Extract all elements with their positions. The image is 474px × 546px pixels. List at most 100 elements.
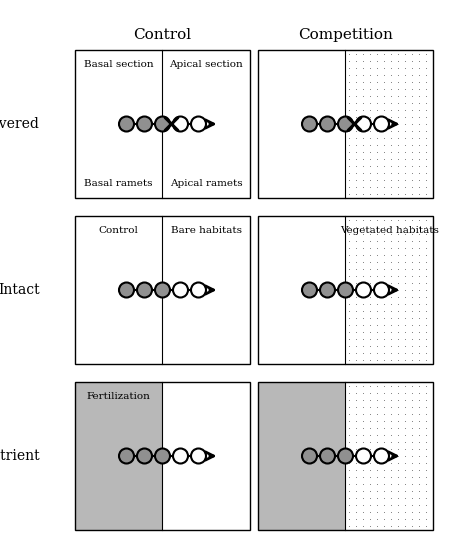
- Point: [388, 328, 395, 336]
- Point: [381, 452, 388, 460]
- Point: [367, 410, 374, 418]
- Point: [367, 105, 374, 114]
- Point: [388, 459, 395, 467]
- Point: [374, 515, 381, 524]
- Point: [353, 112, 360, 121]
- Point: [395, 417, 402, 425]
- Point: [367, 286, 374, 294]
- Point: [360, 189, 367, 198]
- Point: [381, 335, 388, 343]
- Point: [367, 78, 374, 86]
- Point: [395, 85, 402, 93]
- Point: [346, 417, 353, 425]
- Point: [409, 141, 416, 150]
- Point: [381, 501, 388, 509]
- Point: [388, 521, 395, 530]
- Point: [353, 182, 360, 191]
- Point: [374, 78, 381, 86]
- Point: [346, 251, 353, 259]
- Point: [353, 70, 360, 79]
- Point: [409, 342, 416, 351]
- Point: [423, 230, 430, 239]
- Point: [360, 479, 367, 488]
- Text: Apical ramets: Apical ramets: [170, 179, 243, 188]
- Point: [374, 521, 381, 530]
- Point: [360, 182, 367, 191]
- Point: [409, 486, 416, 495]
- Point: [409, 112, 416, 121]
- Point: [346, 265, 353, 274]
- Point: [360, 176, 367, 185]
- Point: [409, 321, 416, 329]
- Circle shape: [155, 116, 170, 132]
- Circle shape: [374, 116, 389, 132]
- Point: [367, 120, 374, 128]
- Point: [374, 473, 381, 482]
- Point: [388, 501, 395, 509]
- Point: [360, 271, 367, 280]
- Point: [409, 328, 416, 336]
- Point: [388, 127, 395, 135]
- Point: [367, 70, 374, 79]
- Text: Intact: Intact: [0, 283, 40, 297]
- Point: [353, 230, 360, 239]
- Point: [388, 216, 395, 224]
- Point: [374, 321, 381, 329]
- Point: [423, 162, 430, 170]
- Point: [409, 382, 416, 390]
- Point: [381, 251, 388, 259]
- Point: [409, 78, 416, 86]
- Point: [381, 50, 388, 58]
- Point: [401, 335, 409, 343]
- Point: [374, 112, 381, 121]
- Point: [353, 459, 360, 467]
- Point: [416, 486, 423, 495]
- Point: [395, 278, 402, 287]
- Point: [346, 438, 353, 447]
- Point: [367, 313, 374, 322]
- Point: [409, 466, 416, 474]
- Point: [353, 328, 360, 336]
- Point: [401, 515, 409, 524]
- Point: [401, 459, 409, 467]
- Point: [346, 424, 353, 432]
- Point: [346, 64, 353, 73]
- Point: [360, 313, 367, 322]
- Point: [353, 189, 360, 198]
- Point: [423, 258, 430, 266]
- Point: [388, 176, 395, 185]
- Point: [395, 286, 402, 294]
- Point: [346, 134, 353, 143]
- Point: [388, 466, 395, 474]
- Point: [423, 141, 430, 150]
- Point: [423, 251, 430, 259]
- Point: [416, 459, 423, 467]
- Point: [381, 162, 388, 170]
- Point: [346, 389, 353, 397]
- Point: [381, 382, 388, 390]
- Point: [360, 223, 367, 232]
- Point: [381, 57, 388, 66]
- Point: [360, 515, 367, 524]
- Circle shape: [356, 448, 371, 464]
- Point: [346, 501, 353, 509]
- Point: [401, 342, 409, 351]
- Point: [401, 251, 409, 259]
- Point: [374, 508, 381, 517]
- Point: [416, 286, 423, 294]
- Point: [381, 216, 388, 224]
- Point: [360, 286, 367, 294]
- Point: [367, 417, 374, 425]
- Point: [401, 236, 409, 245]
- Point: [416, 431, 423, 440]
- Point: [409, 431, 416, 440]
- Point: [401, 521, 409, 530]
- Point: [423, 486, 430, 495]
- Point: [423, 286, 430, 294]
- Point: [346, 57, 353, 66]
- Point: [381, 300, 388, 308]
- Point: [423, 382, 430, 390]
- Point: [367, 99, 374, 108]
- Point: [423, 64, 430, 73]
- Point: [374, 92, 381, 100]
